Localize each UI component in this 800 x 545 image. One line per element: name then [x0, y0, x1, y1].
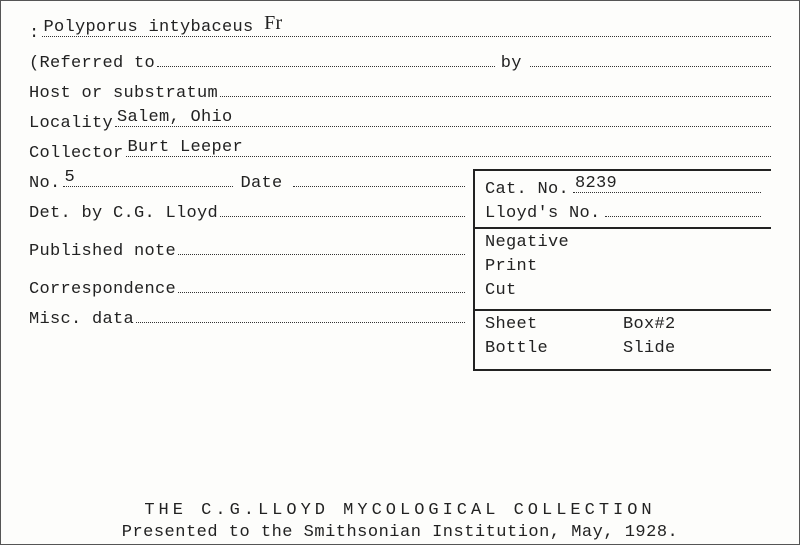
collector-fill: Burt Leeper: [126, 139, 771, 157]
locality-row: Locality Salem, Ohio: [29, 109, 771, 133]
locality-fill: Salem, Ohio: [115, 109, 771, 127]
pub-row: Published note: [29, 237, 465, 261]
species-annotation: Fr: [264, 12, 282, 34]
lloyd-fill: [605, 199, 761, 217]
referred-label: (Referred to: [29, 54, 155, 73]
cut-label: Cut: [485, 281, 517, 300]
referred-row: (Referred to by: [29, 49, 771, 73]
no-fill: 5: [63, 169, 233, 187]
host-fill: [220, 79, 771, 97]
cat-value: 8239: [575, 174, 617, 193]
pub-fill: [178, 237, 465, 255]
sheet-label: Sheet: [485, 315, 623, 334]
lloyd-row: Lloyd's No.: [485, 199, 761, 223]
lloyd-label: Lloyd's No.: [485, 204, 601, 223]
slide-label: Slide: [623, 339, 761, 358]
footer-line1: THE C.G.LLOYD MYCOLOGICAL COLLECTION: [1, 501, 799, 520]
referred-fill: [157, 49, 495, 67]
cat-fill: 8239: [573, 175, 761, 193]
corr-label: Correspondence: [29, 280, 176, 299]
det-row: Det. by C.G. Lloyd: [29, 199, 465, 223]
by-label: by: [495, 54, 528, 73]
neg-label: Negative: [485, 233, 569, 252]
no-value: 5: [65, 168, 76, 187]
collector-value: Burt Leeper: [128, 138, 244, 157]
cut-row: Cut: [485, 281, 761, 305]
left-column: No. 5 Date Det. by C.G. Lloyd Published …: [29, 169, 473, 335]
no-date-row: No. 5 Date: [29, 169, 465, 193]
species-prefix: :: [29, 24, 40, 43]
species-fill: Polyporus intybaceus Fr: [42, 19, 771, 37]
print-label: Print: [485, 257, 538, 276]
pub-label: Published note: [29, 242, 176, 261]
split-area: No. 5 Date Det. by C.G. Lloyd Published …: [29, 169, 771, 371]
misc-fill: [136, 305, 465, 323]
species-value: Polyporus intybaceus Fr: [44, 14, 283, 37]
species-name: Polyporus intybaceus: [44, 18, 254, 37]
locality-value: Salem, Ohio: [117, 108, 233, 127]
corr-fill: [178, 275, 465, 293]
collector-row: Collector Burt Leeper: [29, 139, 771, 163]
box-label: Box#2: [623, 315, 761, 334]
box-section-3: Sheet Box#2 Bottle Slide: [473, 309, 771, 371]
host-row: Host or substratum: [29, 79, 771, 103]
misc-row: Misc. data: [29, 305, 465, 329]
sheet-box-row: Sheet Box#2: [485, 315, 761, 339]
no-label: No.: [29, 174, 61, 193]
corr-row: Correspondence: [29, 275, 465, 299]
date-label: Date: [233, 174, 291, 193]
box-section-1: Cat. No. 8239 Lloyd's No.: [473, 169, 771, 227]
footer-line2: Presented to the Smithsonian Institution…: [1, 523, 799, 542]
det-fill: [220, 199, 465, 217]
misc-label: Misc. data: [29, 310, 134, 329]
neg-row: Negative: [485, 233, 761, 257]
right-column: Cat. No. 8239 Lloyd's No. Negative Print…: [473, 169, 771, 371]
locality-label: Locality: [29, 114, 113, 133]
host-label: Host or substratum: [29, 84, 218, 103]
bottle-label: Bottle: [485, 339, 623, 358]
bottle-slide-row: Bottle Slide: [485, 339, 761, 363]
species-row: : Polyporus intybaceus Fr: [29, 19, 771, 43]
date-fill: [293, 169, 465, 187]
cat-label: Cat. No.: [485, 180, 569, 199]
print-row: Print: [485, 257, 761, 281]
collector-label: Collector: [29, 144, 124, 163]
box-section-2: Negative Print Cut: [473, 227, 771, 309]
cat-row: Cat. No. 8239: [485, 175, 761, 199]
det-label: Det. by C.G. Lloyd: [29, 204, 218, 223]
by-fill: [530, 49, 771, 67]
